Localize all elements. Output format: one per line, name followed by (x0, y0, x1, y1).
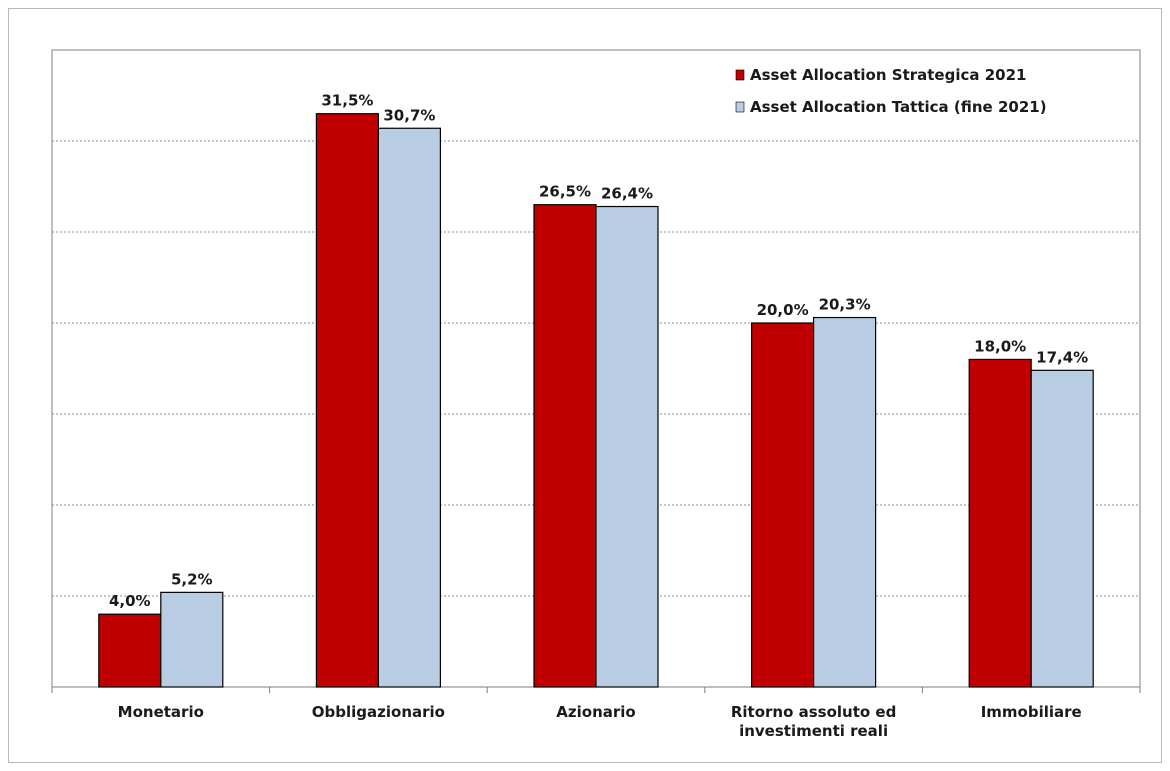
bar-strategica (98, 613, 162, 688)
category-label: Azionario (556, 703, 635, 721)
category-label: investimenti reali (739, 722, 888, 740)
legend-label-strategica: Asset Allocation Strategica 2021 (750, 66, 1026, 84)
legend-swatch-strategica (735, 69, 745, 81)
data-label: 20,3% (819, 296, 871, 314)
data-label: 30,7% (383, 106, 435, 124)
bar-strategica (968, 358, 1032, 688)
data-label: 26,4% (601, 185, 653, 203)
data-label: 31,5% (321, 92, 373, 110)
bar-strategica (533, 204, 597, 688)
data-labels: 4,0% 5,2% 31,5% 30,7% 26,5% 26,4% 20,0% 20,3% 18… (109, 92, 1088, 611)
bar-tattica (160, 591, 224, 688)
legend: Asset Allocation Strategica 2021 Asset A… (735, 66, 1047, 116)
x-axis: Monetario Obbligazionario Azionario Ritorno… (51, 687, 1141, 740)
data-label: 4,0% (109, 592, 151, 610)
category-label: Ritorno assoluto ed (731, 703, 896, 721)
category-label: Immobiliare (981, 703, 1082, 721)
category-label: Obbligazionario (312, 703, 445, 721)
bar-tattica (595, 205, 659, 688)
bar-tattica (1030, 369, 1094, 688)
legend-label-tattica: Asset Allocation Tattica (fine 2021) (750, 98, 1047, 116)
data-label: 18,0% (974, 337, 1026, 355)
bar-tattica (377, 127, 441, 688)
bar-tattica (812, 316, 877, 688)
data-label: 17,4% (1036, 348, 1088, 366)
data-label: 20,0% (757, 301, 809, 319)
bar-strategica (315, 113, 379, 688)
data-label: 5,2% (171, 570, 213, 588)
category-label: Monetario (118, 703, 204, 721)
data-label: 26,5% (539, 183, 591, 201)
bar-strategica (750, 322, 815, 688)
bars (98, 113, 1094, 688)
legend-swatch-tattica (735, 101, 745, 113)
